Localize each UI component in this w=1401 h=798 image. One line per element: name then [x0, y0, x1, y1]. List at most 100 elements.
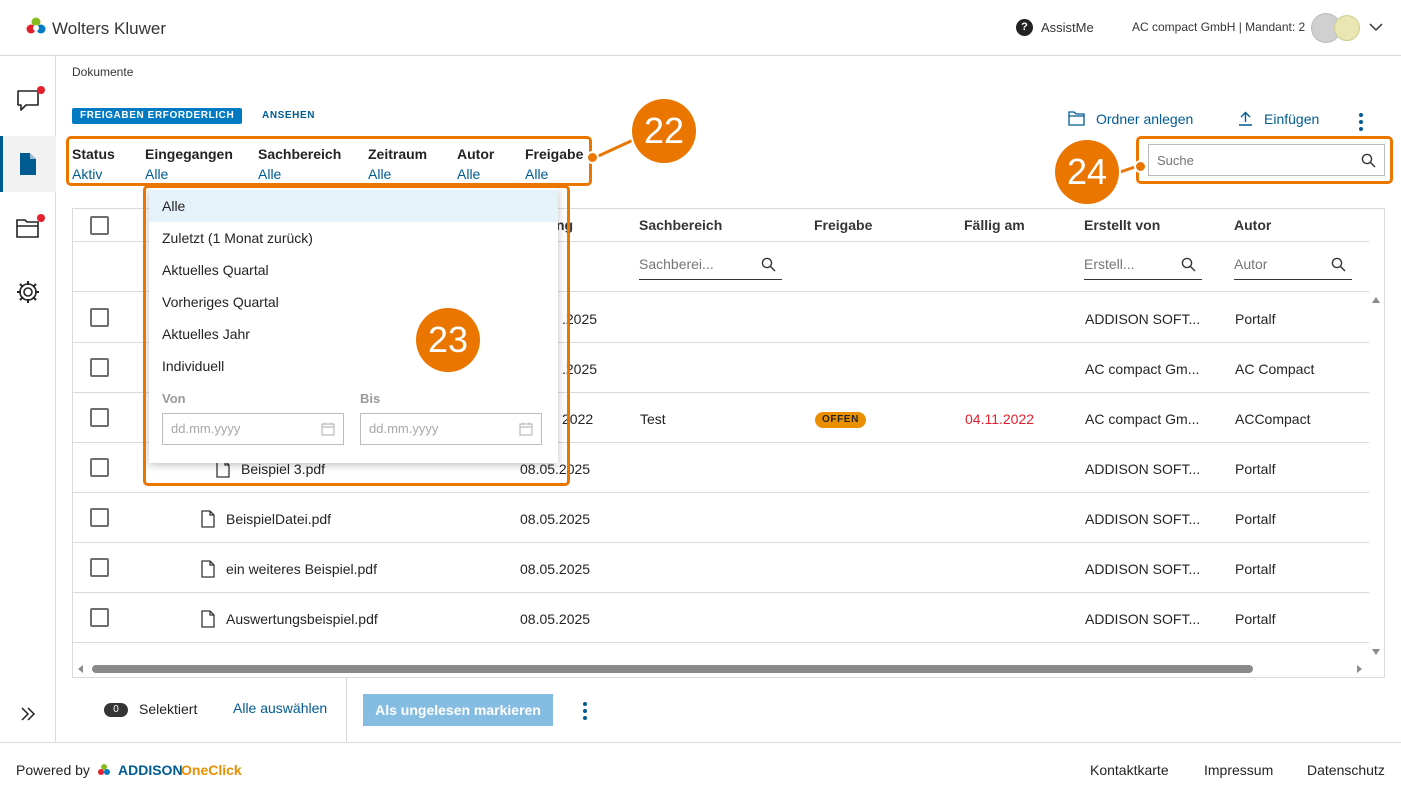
select-all-checkbox[interactable] — [90, 216, 109, 235]
row-author: Portalf — [1235, 611, 1276, 627]
option-individuell[interactable]: Individuell — [162, 358, 225, 374]
select-all-link[interactable]: Alle auswählen — [233, 700, 328, 716]
brand-name: Wolters Kluwer — [52, 19, 166, 38]
more-actions-icon[interactable] — [1359, 113, 1363, 134]
row-author: Portalf — [1235, 461, 1276, 477]
row-checkbox[interactable] — [90, 608, 109, 627]
row-file-name[interactable]: Auswertungsbeispiel.pdf — [226, 611, 378, 627]
sachbereich-filter-input[interactable]: Sachberei... — [639, 254, 782, 280]
more-options-icon[interactable] — [583, 702, 587, 723]
filter-autor-value[interactable]: Alle — [457, 166, 481, 182]
callout-anchor-22 — [586, 151, 599, 164]
filter-eingegangen-value[interactable]: Alle — [145, 166, 169, 182]
horizontal-scrollbar[interactable] — [92, 665, 1253, 673]
row-checkbox[interactable] — [90, 408, 109, 427]
filter-sachbereich-value[interactable]: Alle — [258, 166, 282, 182]
footer-link-impressum[interactable]: Impressum — [1204, 762, 1274, 778]
callout-anchor-24 — [1134, 160, 1147, 173]
calendar-icon[interactable] — [519, 422, 533, 436]
new-folder-button[interactable]: Ordner anlegen — [1096, 111, 1194, 127]
scroll-right-arrow[interactable] — [1357, 665, 1362, 673]
expand-sidebar-icon[interactable] — [20, 706, 36, 722]
row-due-date: 04.11.2022 — [965, 411, 1035, 427]
filter-sachbereich-title[interactable]: Sachbereich — [258, 146, 342, 162]
row-checkbox[interactable] — [90, 558, 109, 577]
row-created-by: ADDISON SOFT... — [1085, 311, 1201, 327]
option-aktuelles-jahr[interactable]: Aktuelles Jahr — [162, 326, 250, 342]
date-from-input[interactable]: dd.mm.yyyy — [162, 413, 344, 445]
filter-zeitraum-value[interactable]: Alle — [368, 166, 392, 182]
notification-dot — [37, 86, 45, 94]
option-vorheriges-quartal[interactable]: Vorheriges Quartal — [162, 294, 279, 310]
calendar-icon[interactable] — [321, 422, 335, 436]
tab-freigaben-erforderlich[interactable]: FREIGABEN ERFORDERLICH — [72, 108, 243, 124]
filter-status-title[interactable]: Status — [72, 146, 115, 162]
assistme-link[interactable]: AssistMe — [1041, 20, 1094, 35]
callout-22: 22 — [632, 99, 696, 163]
mark-unread-button[interactable]: Als ungelesen markieren — [363, 694, 553, 726]
filter-eingegangen-title[interactable]: Eingegangen — [145, 146, 233, 162]
row-file-name[interactable]: Beispiel 3.pdf — [241, 461, 326, 477]
column-header-sachbereich[interactable]: Sachbereich — [639, 217, 723, 233]
column-header-freigabe[interactable]: Freigabe — [814, 217, 873, 233]
divider — [73, 241, 1369, 242]
scroll-left-arrow[interactable] — [78, 665, 83, 673]
column-header-autor[interactable]: Autor — [1234, 217, 1272, 233]
filter-freigabe-value[interactable]: Alle — [525, 166, 549, 182]
folder-icon[interactable] — [15, 215, 41, 241]
to-label: Bis — [360, 391, 381, 406]
filter-status-value[interactable]: Aktiv — [72, 166, 103, 182]
row-author: Portalf — [1235, 561, 1276, 577]
option-aktuelles-quartal[interactable]: Aktuelles Quartal — [162, 262, 269, 278]
chevron-down-icon[interactable] — [1369, 20, 1383, 34]
search-icon[interactable] — [1361, 153, 1376, 168]
autor-filter-input[interactable]: Autor — [1234, 254, 1352, 280]
from-label: Von — [162, 391, 186, 406]
row-created-by: ADDISON SOFT... — [1085, 511, 1201, 527]
option-zuletzt[interactable]: Zuletzt (1 Monat zurück) — [162, 230, 313, 246]
tenant-avatar[interactable] — [1334, 15, 1360, 41]
option-alle[interactable]: Alle — [149, 190, 558, 222]
wolters-kluwer-logo-icon — [26, 17, 46, 34]
row-checkbox[interactable] — [90, 458, 109, 477]
divider — [73, 342, 1369, 343]
filter-zeitraum-title[interactable]: Zeitraum — [368, 146, 428, 162]
addison-logo-icon — [98, 764, 110, 775]
selected-count-badge: 0 — [104, 703, 128, 717]
search-input[interactable]: Suche — [1148, 144, 1385, 176]
row-subject-area: Test — [640, 411, 666, 427]
status-badge: OFFEN — [815, 412, 866, 428]
tenant-label: AC compact GmbH | Mandant: 2 — [1132, 20, 1306, 34]
folder-add-icon[interactable] — [1068, 111, 1085, 126]
sachbereich-filter-placeholder: Sachberei... — [639, 256, 714, 272]
scroll-down-arrow[interactable] — [1372, 649, 1380, 655]
tab-ansehen[interactable]: ANSEHEN — [262, 110, 316, 121]
row-created-by: ADDISON SOFT... — [1085, 461, 1201, 477]
help-icon[interactable]: ? — [1016, 19, 1033, 36]
filter-autor-title[interactable]: Autor — [457, 146, 495, 162]
row-file-name[interactable]: BeispielDatei.pdf — [226, 511, 332, 527]
filter-freigabe-title[interactable]: Freigabe — [525, 146, 584, 162]
gear-icon[interactable] — [15, 279, 41, 305]
row-checkbox[interactable] — [90, 308, 109, 327]
document-icon[interactable] — [15, 151, 41, 177]
row-checkbox[interactable] — [90, 508, 109, 527]
zeitraum-dropdown: Alle Zuletzt (1 Monat zurück) Aktuelles … — [149, 188, 558, 463]
date-to-input[interactable]: dd.mm.yyyy — [360, 413, 542, 445]
insert-button[interactable]: Einfügen — [1264, 111, 1320, 127]
footer — [0, 742, 1401, 798]
divider — [73, 492, 1369, 493]
footer-link-datenschutz[interactable]: Datenschutz — [1307, 762, 1385, 778]
column-header-erstellt[interactable]: Erstellt von — [1084, 217, 1161, 233]
row-checkbox[interactable] — [90, 358, 109, 377]
upload-icon[interactable] — [1238, 111, 1253, 126]
footer-link-kontaktkarte[interactable]: Kontaktkarte — [1090, 762, 1169, 778]
divider — [73, 291, 1369, 292]
erstellt-filter-input[interactable]: Erstell... — [1084, 254, 1202, 280]
breadcrumb: Dokumente — [72, 65, 134, 79]
scroll-up-arrow[interactable] — [1372, 297, 1380, 303]
row-date: 08.05.2025 — [520, 561, 591, 577]
divider — [73, 592, 1369, 593]
row-file-name[interactable]: ein weiteres Beispiel.pdf — [226, 561, 377, 577]
column-header-faellig[interactable]: Fällig am — [964, 217, 1025, 233]
